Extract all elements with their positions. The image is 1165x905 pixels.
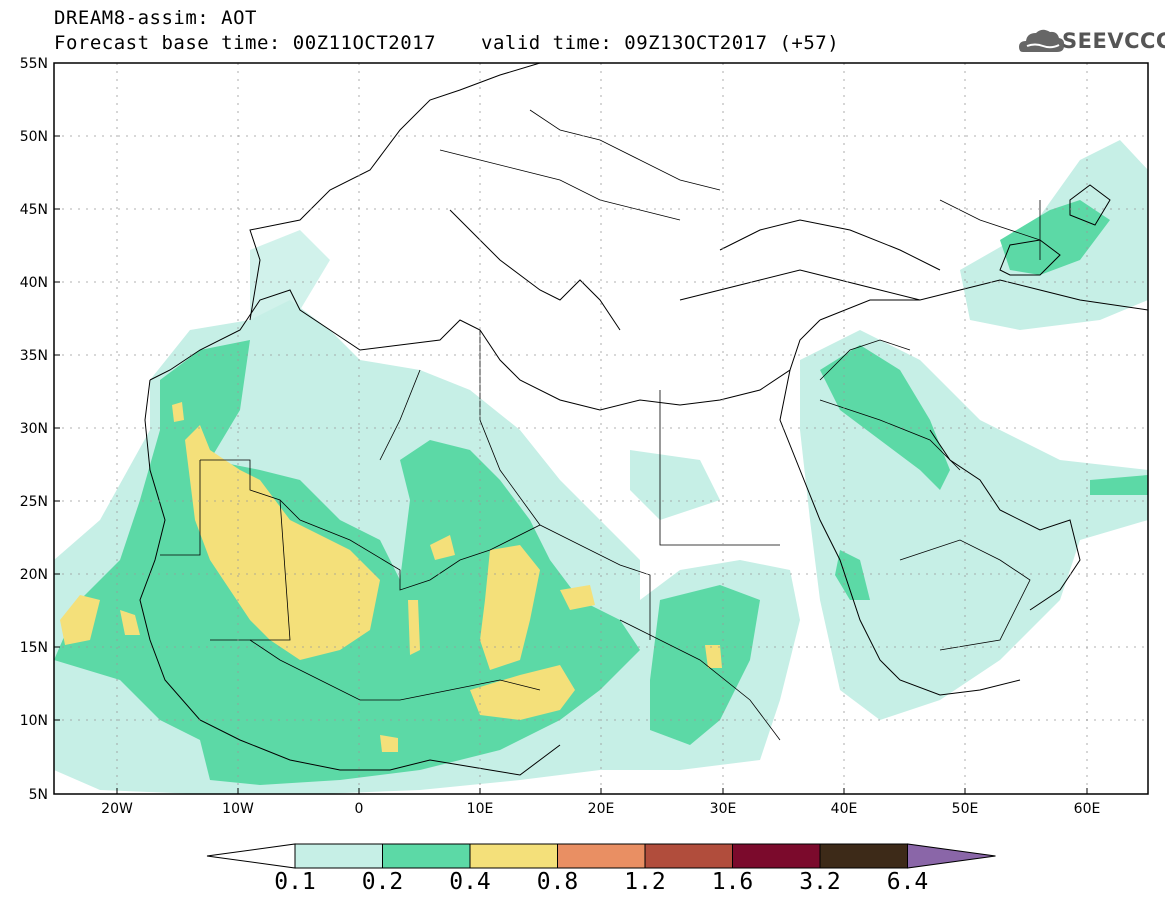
lat-label: 35N <box>20 348 48 364</box>
lat-label: 20N <box>20 567 48 583</box>
aot-level-0.4 <box>60 402 722 752</box>
colorbar-segment <box>469 843 558 869</box>
colorbar-value: 3.2 <box>799 869 841 895</box>
ticks <box>54 62 1088 795</box>
colorbar-arrow-high <box>907 843 996 869</box>
lon-label: 10W <box>222 801 254 817</box>
lat-label: 45N <box>20 202 48 218</box>
colorbar-value: 0.4 <box>449 869 491 895</box>
colorbar-segment <box>294 843 383 869</box>
lon-label: 50E <box>952 801 979 817</box>
colorbar <box>206 843 996 869</box>
colorbar-value: 0.8 <box>536 869 579 895</box>
lon-label: 20E <box>588 801 615 817</box>
grid <box>54 63 1148 794</box>
lon-label: 20W <box>101 801 133 817</box>
forecast-base-time: Forecast base time: 00Z11OCT2017 <box>54 32 437 54</box>
cloud-logo-icon <box>1019 29 1065 52</box>
colorbar-value: 0.1 <box>274 869 316 895</box>
aot-field <box>54 140 1148 794</box>
coastlines <box>139 63 1148 776</box>
lat-label: 25N <box>20 494 48 510</box>
colorbar-value: 1.2 <box>624 869 666 895</box>
title-line-1: DREAM8-assim: AOT <box>54 7 257 29</box>
colorbar-segment <box>819 843 908 869</box>
lon-label: 40E <box>831 801 858 817</box>
lat-label: 10N <box>20 713 48 729</box>
lon-label: 10E <box>467 801 494 817</box>
colorbar-segment <box>382 843 471 869</box>
lat-label: 55N <box>20 56 48 72</box>
lon-label: 0 <box>355 801 364 817</box>
colorbar-segment <box>644 843 733 869</box>
colorbar-arrow-low <box>206 843 296 869</box>
lon-labels: 20W 10W 0 10E 20E 30E 40E 50E 60E <box>101 801 1100 817</box>
colorbar-value: 1.6 <box>711 869 754 895</box>
lat-labels: 55N 50N 45N 40N 35N 30N 25N 20N 15N 10N … <box>20 56 48 803</box>
colorbar-value: 0.2 <box>361 869 404 895</box>
lon-label: 30E <box>710 801 737 817</box>
valid-time: valid time: 09Z13OCT2017 (+57) <box>481 32 840 54</box>
colorbar-value: 6.4 <box>886 869 929 895</box>
lat-label: 30N <box>20 421 48 437</box>
lat-label: 40N <box>20 275 48 291</box>
lat-label: 15N <box>20 640 48 656</box>
logo-text: SEEVCCC <box>1062 29 1165 53</box>
lon-label: 60E <box>1074 801 1101 817</box>
colorbar-segment <box>557 843 646 869</box>
lat-label: 5N <box>29 787 48 803</box>
lat-label: 50N <box>20 129 48 145</box>
colorbar-segment <box>732 843 821 869</box>
